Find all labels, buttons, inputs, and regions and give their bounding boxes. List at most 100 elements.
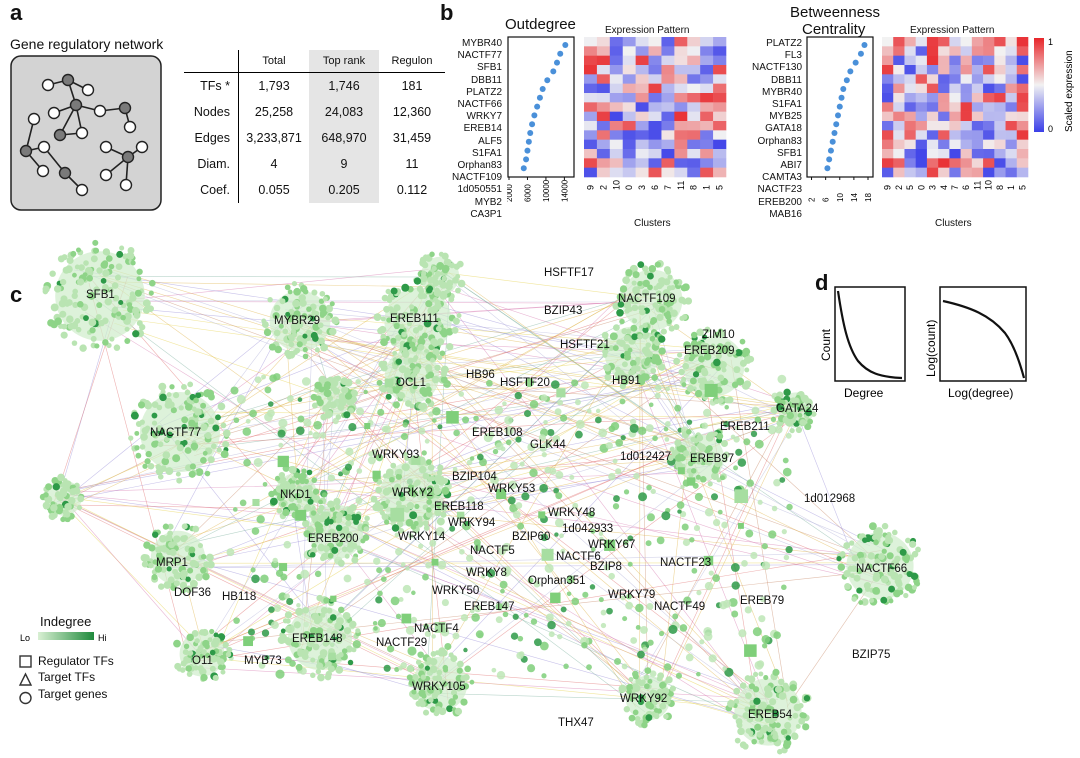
network-node (400, 432, 409, 441)
network-node (510, 632, 519, 640)
heatmap-cell (661, 93, 675, 103)
network-node (307, 536, 314, 543)
cluster-tick-label: 2 (598, 185, 608, 190)
network-edge (64, 498, 449, 690)
heatmap-cell (584, 74, 598, 84)
heatmap-cell (960, 83, 973, 94)
network-node (786, 503, 793, 511)
network-node (76, 505, 82, 511)
degree-curve (836, 290, 903, 380)
network-node (706, 459, 713, 466)
network-node (402, 346, 408, 353)
network-edge (69, 494, 338, 533)
network-node (731, 381, 739, 389)
network-label: NACTF23 (660, 557, 711, 569)
network-node (417, 651, 424, 658)
network-node (668, 691, 674, 697)
network-node (100, 261, 108, 269)
network-node (856, 587, 863, 594)
network-node (741, 560, 748, 567)
network-node (613, 495, 620, 502)
network-node (396, 468, 403, 475)
heatmap-cell (648, 158, 662, 168)
heatmap-cell (971, 149, 984, 159)
network-node (169, 548, 177, 556)
network-node (412, 368, 419, 375)
heatmap-cell (960, 111, 973, 122)
network-node (665, 268, 672, 275)
network-node (881, 548, 887, 554)
network-node (310, 547, 318, 554)
network-node (425, 398, 432, 404)
network-node (151, 432, 158, 438)
heatmap-cell (1016, 74, 1029, 84)
network-node (438, 479, 445, 486)
network-node (690, 468, 697, 474)
network-node (173, 580, 180, 587)
network-node (616, 309, 624, 317)
network-edge (84, 290, 646, 713)
network-node (189, 463, 196, 470)
heatmap-cell (713, 46, 727, 56)
network-node (405, 518, 414, 527)
network-node (286, 598, 294, 606)
heatmap-cell (622, 121, 636, 131)
network-node (637, 280, 643, 287)
network-node (318, 298, 325, 304)
network-node (619, 285, 628, 293)
network-node (287, 289, 293, 295)
network-node (626, 593, 632, 600)
network-label: EREB148 (292, 633, 343, 645)
heatmap-cell (926, 111, 939, 122)
heatmap-cell (949, 46, 961, 56)
network-node (458, 391, 465, 397)
network-node (758, 615, 766, 623)
heatmap-cell (904, 158, 916, 168)
network-node (303, 530, 311, 538)
heatmap-cell (609, 74, 624, 84)
network-node (606, 607, 613, 615)
network-node (344, 392, 353, 400)
network-node (239, 499, 247, 507)
network-node (140, 433, 148, 441)
heatmap-cell (938, 149, 950, 159)
betweenness-heatmap: 9 2 5 0 3 4 7 6 11 10 8 1 5 (882, 37, 1029, 190)
network-node (789, 684, 797, 692)
network-node (663, 426, 669, 432)
heatmap-cell (938, 111, 950, 122)
network-node (277, 429, 286, 438)
heatmap-cell (674, 55, 688, 66)
network-node (337, 403, 345, 411)
network-node (530, 618, 538, 625)
heatmap-cell (893, 121, 905, 131)
network-edge (396, 334, 900, 582)
network-node (631, 365, 638, 373)
network-node (398, 391, 406, 399)
network-node (75, 326, 82, 333)
heatmap-cell (596, 37, 611, 47)
network-node (204, 388, 211, 395)
network-node (109, 336, 115, 342)
network-node (322, 640, 329, 647)
network-node (342, 612, 351, 620)
gene-label: NACTF130 (751, 62, 802, 74)
network-node (398, 597, 404, 602)
network-node (278, 442, 284, 448)
network-node (682, 362, 690, 370)
network-node (915, 546, 921, 553)
network-node (673, 357, 681, 365)
network-node (301, 377, 311, 386)
network-node (447, 681, 455, 689)
network-node (735, 718, 743, 725)
heatmap-cell (882, 93, 894, 103)
heatmap-cell (938, 55, 950, 66)
heatmap-cell (635, 74, 649, 84)
network-node (344, 463, 352, 471)
network-node (659, 681, 667, 689)
network-node (404, 367, 411, 374)
network-node (773, 631, 781, 640)
heatmap-cell (960, 130, 973, 140)
network-node (71, 340, 78, 346)
network-node (671, 449, 678, 456)
network-node (209, 649, 216, 656)
